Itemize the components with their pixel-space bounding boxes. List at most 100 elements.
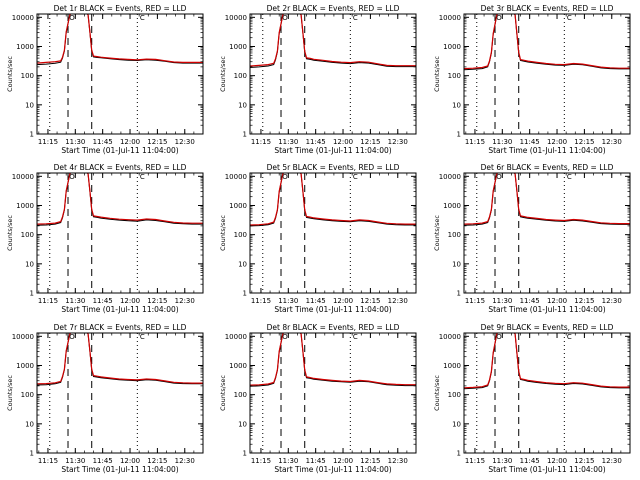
plot-frame — [36, 172, 204, 294]
y-tick-label: 100 — [21, 391, 34, 399]
x-axis-label: Start Time (01-Jul-11 11:04:00) — [61, 465, 178, 474]
plot-frame — [463, 13, 631, 135]
y-tick-label: 100 — [448, 72, 461, 80]
y-tick-label: 1 — [457, 131, 461, 139]
y-axis-label: Counts/sec — [6, 215, 14, 251]
x-tick-label: 11:15 — [38, 138, 58, 146]
y-tick-label: 1000 — [443, 43, 461, 51]
x-tick-label: 12:00 — [333, 297, 353, 305]
x-axis-label: Start Time (01-Jul-11 11:04:00) — [274, 465, 391, 474]
marker-glyph: C — [567, 333, 572, 341]
x-tick-label: 12:00 — [120, 297, 140, 305]
x-tick-label: 11:30 — [65, 297, 85, 305]
x-tick-label: 11:30 — [492, 138, 512, 146]
x-axis-label: Start Time (01-Jul-11 11:04:00) — [488, 146, 605, 155]
chart-panel: 1 10 100 1000 10000 11:15 11:30 11:45 12:00 12:15… — [433, 163, 631, 314]
x-tick-label: 12:30 — [602, 297, 622, 305]
marker-glyph: O — [496, 333, 502, 341]
x-tick-label: 12:30 — [388, 297, 408, 305]
x-tick-label: 11:30 — [492, 457, 512, 465]
x-tick-label: 11:45 — [93, 297, 113, 305]
x-axis-label: Start Time (01-Jul-11 11:04:00) — [61, 146, 178, 155]
y-axis-label: Counts/sec — [6, 375, 14, 411]
marker-glyph: C — [140, 14, 145, 22]
x-tick-label: 12:15 — [147, 457, 167, 465]
marker-glyph: C — [140, 333, 145, 341]
x-tick-label: 12:15 — [147, 138, 167, 146]
y-tick-label: 10000 — [225, 14, 247, 22]
plot-frame — [249, 332, 417, 454]
x-tick-label: 12:00 — [120, 138, 140, 146]
marker-glyph: O — [69, 14, 75, 22]
y-tick-label: 10 — [25, 420, 34, 428]
chart-title: Det 8r BLACK = Events, RED = LLD — [267, 323, 400, 332]
chart-panel: 1 10 100 1000 10000 11:15 11:30 11:45 12:00 12:15… — [6, 4, 204, 155]
y-tick-label: 1000 — [443, 202, 461, 210]
y-tick-label: 1 — [30, 450, 34, 458]
x-tick-label: 11:30 — [65, 457, 85, 465]
marker-glyph: O — [69, 173, 75, 181]
chart-title: Det 4r BLACK = Events, RED = LLD — [54, 163, 187, 172]
x-tick-label: 11:15 — [251, 297, 271, 305]
y-tick-label: 10 — [452, 260, 461, 268]
x-tick-label: 11:45 — [520, 297, 540, 305]
x-tick-label: 11:15 — [465, 297, 485, 305]
x-tick-label: 11:15 — [251, 457, 271, 465]
x-tick-label: 12:15 — [147, 297, 167, 305]
x-tick-label: 12:30 — [175, 457, 195, 465]
x-tick-label: 11:45 — [306, 138, 326, 146]
x-tick-label: 12:30 — [388, 138, 408, 146]
plot-frame — [249, 172, 417, 294]
x-tick-label: 12:15 — [574, 297, 594, 305]
chart-title: Det 1r BLACK = Events, RED = LLD — [54, 4, 187, 13]
x-tick-label: 12:00 — [333, 457, 353, 465]
x-tick-label: 12:00 — [547, 297, 567, 305]
y-tick-label: 10 — [238, 101, 247, 109]
x-axis-label: Start Time (01-Jul-11 11:04:00) — [488, 305, 605, 314]
lld-series-line — [250, 333, 416, 386]
y-tick-label: 100 — [234, 391, 247, 399]
x-tick-label: 12:15 — [574, 138, 594, 146]
marker-glyph: O — [282, 173, 288, 181]
x-tick-label: 11:30 — [492, 297, 512, 305]
x-tick-label: 11:15 — [38, 457, 58, 465]
chart-title: Det 9r BLACK = Events, RED = LLD — [481, 323, 614, 332]
chart-title: Det 5r BLACK = Events, RED = LLD — [267, 163, 400, 172]
y-axis-label: Counts/sec — [433, 375, 441, 411]
y-tick-label: 10 — [238, 260, 247, 268]
lld-series-line — [37, 173, 203, 225]
chart-panel: 1 10 100 1000 10000 11:15 11:30 11:45 12:00 12:15… — [433, 4, 631, 155]
y-tick-label: 10000 — [225, 173, 247, 181]
x-axis-label: Start Time (01-Jul-11 11:04:00) — [274, 146, 391, 155]
y-axis-label: Counts/sec — [219, 56, 227, 92]
y-tick-label: 1 — [30, 131, 34, 139]
y-axis-label: Counts/sec — [6, 56, 14, 92]
plot-frame — [463, 172, 631, 294]
marker-glyph: O — [496, 173, 502, 181]
y-tick-label: 1 — [30, 290, 34, 298]
y-tick-label: 10000 — [225, 333, 247, 341]
plot-frame — [249, 13, 417, 135]
x-tick-label: 12:00 — [547, 457, 567, 465]
x-axis-label: Start Time (01-Jul-11 11:04:00) — [274, 305, 391, 314]
lld-series-line — [37, 14, 203, 64]
y-tick-label: 1000 — [16, 362, 34, 370]
x-tick-label: 12:30 — [175, 297, 195, 305]
x-tick-label: 12:30 — [602, 457, 622, 465]
y-tick-label: 100 — [234, 231, 247, 239]
chart-title: Det 7r BLACK = Events, RED = LLD — [54, 323, 187, 332]
y-tick-label: 1000 — [16, 43, 34, 51]
y-tick-label: 10000 — [439, 333, 461, 341]
y-tick-label: 10000 — [439, 173, 461, 181]
marker-glyph: O — [282, 14, 288, 22]
chart-panel: 1 10 100 1000 10000 11:15 11:30 11:45 12:00 12:15… — [219, 4, 417, 155]
y-tick-label: 10 — [25, 260, 34, 268]
y-axis-label: Counts/sec — [219, 375, 227, 411]
y-tick-label: 1000 — [229, 202, 247, 210]
events-series-line — [37, 14, 203, 66]
marker-glyph: C — [140, 173, 145, 181]
x-tick-label: 12:00 — [547, 138, 567, 146]
lld-series-line — [250, 173, 416, 226]
x-tick-label: 11:45 — [520, 457, 540, 465]
y-axis-label: Counts/sec — [219, 215, 227, 251]
